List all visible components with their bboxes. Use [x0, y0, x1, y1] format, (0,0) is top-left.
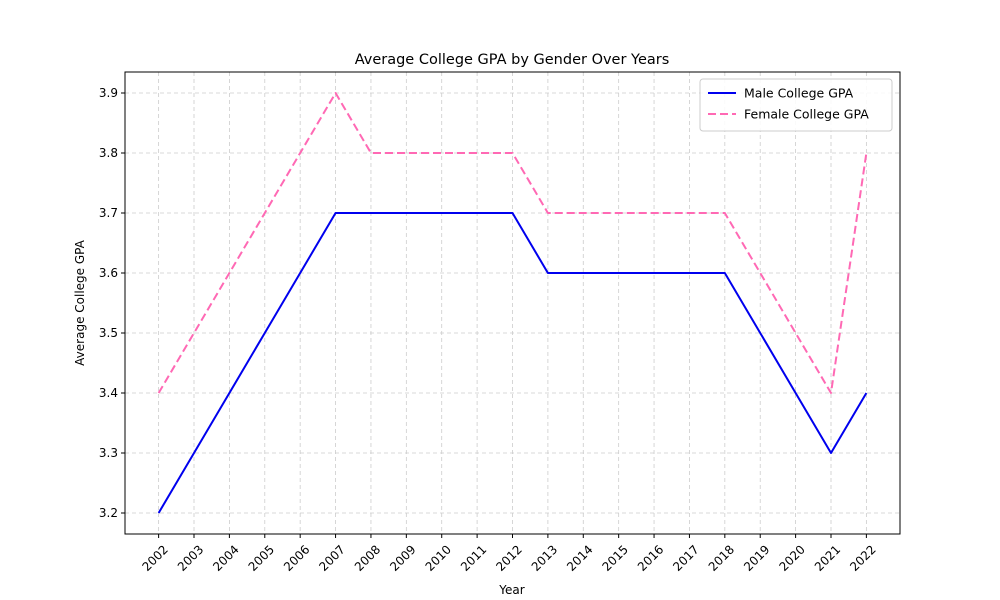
- series-line-male: [157, 212, 868, 514]
- chart-title: Average College GPA by Gender Over Years: [355, 52, 670, 68]
- y-tick-label: 3.3: [99, 446, 118, 460]
- legend: Male College GPA Female College GPA: [699, 78, 893, 132]
- legend-label: Male College GPA: [744, 86, 854, 101]
- y-axis: 3.2 3.3 3.4 3.5 3.6 3.7 3.8 3.9: [99, 86, 125, 520]
- x-axis-label: Year: [498, 583, 524, 597]
- y-tick-label: 3.5: [99, 326, 118, 340]
- y-tick-label: 3.7: [99, 206, 118, 220]
- y-axis-label: Average College GPA: [73, 239, 87, 365]
- legend-label: Female College GPA: [744, 107, 869, 122]
- legend-box: [699, 78, 893, 132]
- y-tick-label: 3.6: [99, 266, 118, 280]
- y-tick-label: 3.2: [99, 506, 118, 520]
- series-layer: [157, 92, 868, 514]
- y-tick-label: 3.8: [99, 146, 118, 160]
- y-tick-label: 3.4: [99, 386, 118, 400]
- y-tick-label: 3.9: [99, 86, 118, 100]
- series-line-female: [157, 92, 868, 394]
